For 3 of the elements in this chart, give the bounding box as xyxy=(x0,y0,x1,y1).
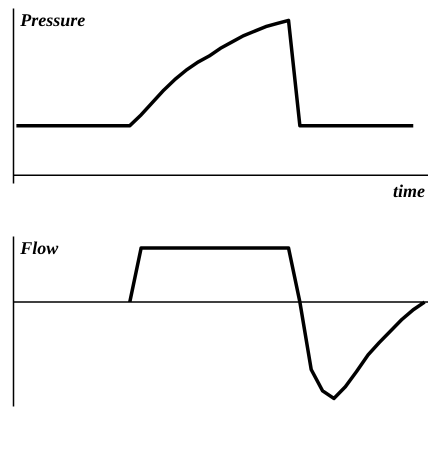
chart-title: Flow xyxy=(19,238,60,258)
x-axis-title: time xyxy=(393,181,426,201)
chart-title: Pressure xyxy=(19,10,86,30)
